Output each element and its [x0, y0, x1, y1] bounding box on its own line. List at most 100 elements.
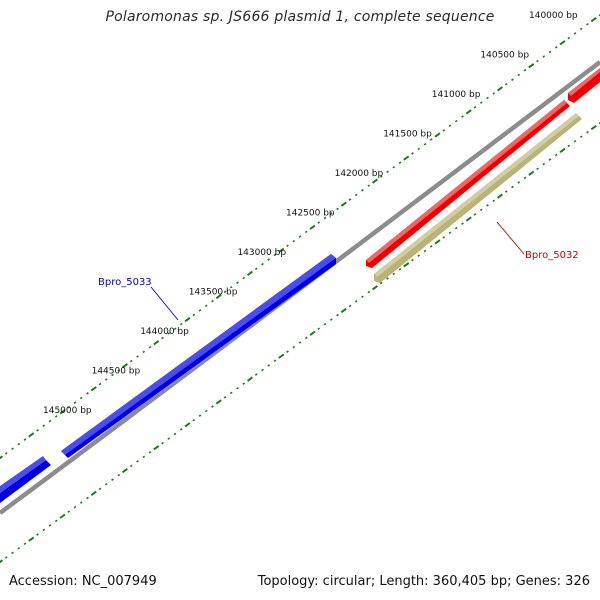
inner-ring-minor-tick	[417, 254, 421, 257]
outer-ring-minor-tick	[579, 27, 583, 31]
ruler-label: 143500 bp	[189, 288, 238, 298]
outer-ring-minor-tick	[292, 239, 296, 243]
outer-ring-minor-tick	[167, 332, 171, 335]
outer-ring-minor-tick	[17, 442, 21, 446]
inner-ring-minor-tick	[192, 418, 196, 422]
inner-ring-minor-tick	[48, 524, 52, 527]
outer-ring-minor-tick	[398, 161, 402, 164]
outer-ring-minor-tick	[486, 96, 489, 100]
inner-ring-minor-tick	[317, 327, 321, 331]
inner-ring-major-tick	[372, 285, 378, 291]
forward-gene-block-highlight	[61, 254, 336, 455]
ruler-label: 141000 bp	[432, 90, 481, 100]
outer-ring-minor-tick	[79, 396, 83, 400]
ruler-label: 143000 bp	[237, 248, 286, 258]
outer-ring-minor-tick	[336, 207, 339, 211]
reverse-gene-block-highlight	[366, 100, 567, 263]
outer-ring-minor-tick	[454, 119, 458, 123]
genome-summary-text: Topology: circular; Length: 360,405 bp; …	[257, 574, 590, 589]
inner-ring-minor-tick	[361, 295, 364, 299]
ruler-label: 145000 bp	[43, 406, 92, 416]
outer-ring-minor-tick	[198, 309, 202, 312]
outer-ring-minor-tick	[417, 147, 421, 151]
outer-ring-minor-tick	[192, 313, 196, 317]
outer-ring-minor-tick	[304, 230, 308, 234]
outer-ring-minor-tick	[567, 36, 571, 40]
inner-ring-minor-tick	[492, 199, 496, 203]
inner-ring-minor-tick	[411, 258, 414, 262]
inner-ring-minor-tick	[511, 185, 514, 189]
inner-ring-minor-tick	[429, 245, 433, 248]
outer-ring-minor-tick	[517, 73, 521, 77]
inner-ring-minor-tick	[448, 231, 452, 235]
inner-ring-major-tick	[497, 193, 503, 199]
ruler-label: 140000 bp	[529, 11, 578, 21]
inner-ring-major-tick	[90, 490, 97, 497]
outer-ring-minor-tick	[448, 124, 452, 128]
outer-ring-minor-tick	[379, 175, 383, 178]
inner-ring-minor-tick	[579, 135, 583, 139]
reverse-gene-block[interactable]	[366, 100, 570, 268]
outer-ring-minor-tick	[461, 115, 464, 118]
inner-ring-minor-tick	[198, 414, 202, 417]
outer-ring-minor-tick	[473, 105, 477, 109]
outer-ring-minor-tick	[23, 438, 27, 441]
outer-ring-minor-tick	[229, 285, 233, 289]
ruler-label: 142000 bp	[335, 169, 384, 179]
inner-ring-minor-tick	[148, 450, 152, 454]
inner-ring-minor-tick	[4, 556, 8, 559]
outer-ring-minor-tick	[442, 129, 446, 132]
outer-tick-ring	[0, 13, 600, 460]
inner-ring-minor-tick	[173, 432, 177, 436]
inner-ring-minor-tick	[323, 322, 327, 326]
outer-ring-minor-tick	[479, 101, 483, 104]
inner-ring-minor-tick	[486, 204, 489, 207]
ruler-label: 144500 bp	[92, 367, 141, 377]
map-title: Polaromonas sp. JS666 plasmid 1, complet…	[105, 9, 495, 25]
inner-ring-minor-tick	[442, 236, 446, 239]
inner-ring-major-tick	[278, 353, 285, 359]
outer-ring-minor-tick	[586, 22, 589, 26]
reverse-gene-track	[366, 68, 600, 268]
reverse-gene-label[interactable]: Bpro_5032	[525, 250, 579, 261]
outer-ring-minor-tick	[423, 142, 427, 146]
inner-ring-major-tick	[309, 330, 316, 336]
forward-gene-label[interactable]: Bpro_5033	[98, 277, 152, 288]
outer-ring-minor-tick	[298, 235, 302, 238]
inner-ring-minor-tick	[554, 153, 558, 157]
inner-ring-major-tick	[590, 124, 597, 131]
inner-ring-major-tick	[122, 467, 128, 474]
inner-ring-minor-tick	[423, 249, 427, 253]
outer-ring-minor-tick	[73, 401, 77, 404]
inner-ring-minor-tick	[598, 122, 600, 125]
ruler-label: 140500 bp	[480, 51, 529, 61]
inner-ring-minor-tick	[473, 213, 477, 216]
inner-ring-minor-tick	[273, 359, 277, 363]
outer-ring-major-tick	[590, 16, 597, 23]
outer-ring-minor-tick	[48, 419, 52, 423]
forward-gene-block[interactable]	[0, 460, 51, 503]
rna-gene-block[interactable]	[374, 113, 582, 283]
outer-ring-minor-tick	[204, 304, 208, 308]
inner-ring-minor-tick	[542, 162, 546, 166]
outer-ring-minor-tick	[542, 55, 546, 58]
inner-ring-major-tick	[465, 216, 472, 222]
outer-ring-minor-tick	[267, 258, 271, 261]
inner-ring-major-tick	[215, 399, 222, 405]
outer-ring-minor-tick	[148, 345, 152, 349]
inner-ring-minor-tick	[292, 345, 296, 349]
inner-ring-minor-tick	[73, 505, 77, 509]
outer-ring-minor-tick	[11, 447, 14, 451]
outer-ring-minor-tick	[67, 405, 71, 409]
inner-ring-minor-tick	[54, 519, 58, 523]
outer-ring-minor-tick	[242, 276, 246, 280]
outer-ring-minor-tick	[36, 429, 39, 432]
inner-ring-minor-tick	[548, 158, 552, 161]
inner-ring-minor-tick	[354, 300, 358, 303]
outer-ring-minor-tick	[348, 198, 352, 201]
inner-ring-minor-tick	[567, 144, 571, 148]
inner-ring-major-tick	[28, 536, 35, 542]
inner-ring-minor-tick	[392, 272, 396, 276]
inner-ring-minor-tick	[304, 336, 308, 340]
outer-ring-major-tick	[0, 455, 3, 460]
